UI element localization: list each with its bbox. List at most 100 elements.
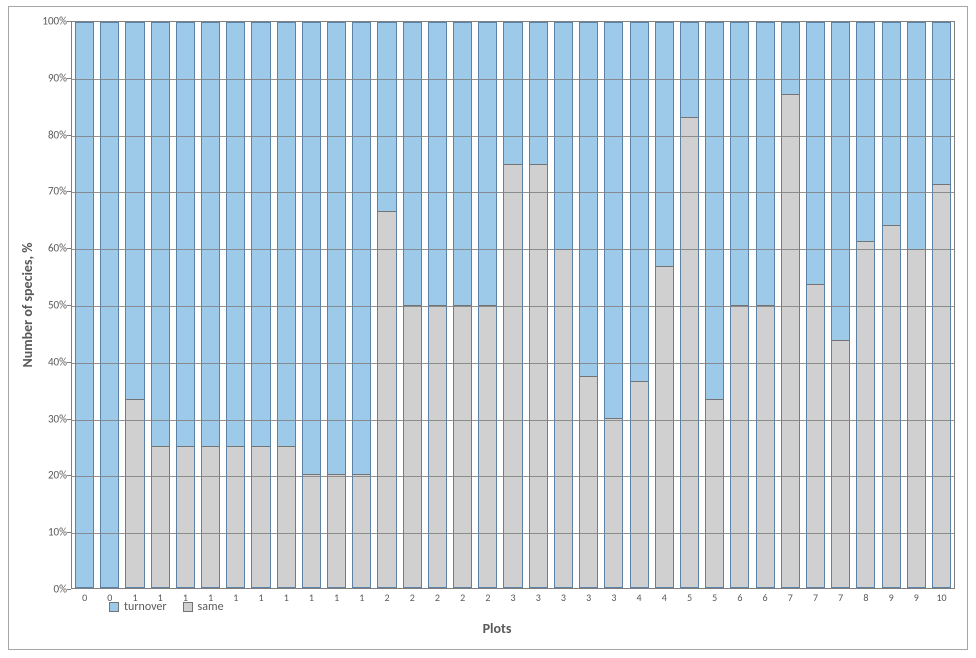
y-tick-label: 90% xyxy=(33,71,67,84)
bar-slot: 1 xyxy=(248,22,273,588)
bar-segment-same xyxy=(152,446,169,587)
bar-slot: 3 xyxy=(500,22,525,588)
bar-segment-same xyxy=(177,446,194,587)
bar-stack xyxy=(756,22,775,588)
bar-slot: 0 xyxy=(97,22,122,588)
bar-stack xyxy=(529,22,548,588)
gridline xyxy=(72,249,954,250)
x-category-label: 8 xyxy=(853,591,878,604)
bar-segment-turnover xyxy=(404,23,421,305)
bar-segment-same xyxy=(555,249,572,587)
y-tick-mark xyxy=(67,589,71,590)
y-tick-label: 100% xyxy=(33,15,67,28)
bar-stack xyxy=(151,22,170,588)
bar-slot: 3 xyxy=(551,22,576,588)
x-category-label: 6 xyxy=(752,591,777,604)
y-tick-label: 50% xyxy=(33,299,67,312)
x-category-label: 2 xyxy=(374,591,399,604)
bar-slot: 1 xyxy=(324,22,349,588)
x-category-label: 1 xyxy=(349,591,374,604)
x-category-label: 1 xyxy=(223,591,248,604)
bar-segment-turnover xyxy=(605,23,622,418)
gridline xyxy=(72,136,954,137)
bar-segment-turnover xyxy=(681,23,698,117)
legend-item-turnover: turnover xyxy=(109,600,167,614)
x-category-label: 5 xyxy=(702,591,727,604)
y-tick-label: 20% xyxy=(33,469,67,482)
x-category-label: 3 xyxy=(601,591,626,604)
bar-stack xyxy=(302,22,321,588)
bar-segment-turnover xyxy=(101,23,118,587)
bar-slot: 1 xyxy=(274,22,299,588)
bar-stack xyxy=(100,22,119,588)
bar-stack xyxy=(604,22,623,588)
gridline xyxy=(72,363,954,364)
bar-segment-same xyxy=(807,284,824,587)
bar-slot: 1 xyxy=(223,22,248,588)
bar-segment-same xyxy=(656,266,673,587)
bar-segment-same xyxy=(429,305,446,587)
bar-segment-same xyxy=(328,474,345,587)
y-tick-label: 80% xyxy=(33,128,67,141)
bar-segment-turnover xyxy=(76,23,93,587)
bar-segment-same xyxy=(757,305,774,587)
bar-stack xyxy=(75,22,94,588)
bar-segment-same xyxy=(126,399,143,587)
x-category-label: 3 xyxy=(576,591,601,604)
y-tick-mark xyxy=(67,191,71,192)
x-category-label: 10 xyxy=(929,591,954,604)
bar-segment-same xyxy=(479,305,496,587)
bar-slot: 5 xyxy=(702,22,727,588)
plot-area: 001111111111222223333344556677789910 xyxy=(71,21,955,589)
bar-segment-turnover xyxy=(832,23,849,340)
bar-slot: 5 xyxy=(677,22,702,588)
bar-segment-turnover xyxy=(580,23,597,376)
y-tick-mark xyxy=(67,21,71,22)
bar-segment-same xyxy=(227,446,244,587)
bar-stack xyxy=(630,22,649,588)
gridline xyxy=(72,192,954,193)
y-tick-mark xyxy=(67,419,71,420)
bar-segment-turnover xyxy=(883,23,900,225)
bar-slot: 1 xyxy=(148,22,173,588)
legend-item-same: same xyxy=(183,600,224,614)
legend: turnover same xyxy=(109,600,224,614)
y-tick-mark xyxy=(67,135,71,136)
y-tick-mark xyxy=(67,305,71,306)
x-category-label: 3 xyxy=(551,591,576,604)
bar-stack xyxy=(655,22,674,588)
bar-slot: 10 xyxy=(929,22,954,588)
bar-slot: 7 xyxy=(803,22,828,588)
x-category-label: 2 xyxy=(475,591,500,604)
gridline xyxy=(72,420,954,421)
bar-segment-turnover xyxy=(454,23,471,305)
bar-segment-same xyxy=(303,474,320,587)
x-category-label: 3 xyxy=(526,591,551,604)
bar-stack xyxy=(781,22,800,588)
bar-segment-turnover xyxy=(757,23,774,305)
y-tick-label: 40% xyxy=(33,355,67,368)
y-tick-mark xyxy=(67,248,71,249)
bar-slot: 0 xyxy=(72,22,97,588)
bar-stack xyxy=(907,22,926,588)
x-category-label: 6 xyxy=(727,591,752,604)
x-category-label: 4 xyxy=(626,591,651,604)
bar-stack xyxy=(251,22,270,588)
bar-segment-same xyxy=(202,446,219,587)
bar-segment-same xyxy=(504,164,521,587)
x-category-label: 1 xyxy=(274,591,299,604)
bar-stack xyxy=(730,22,749,588)
bar-segment-turnover xyxy=(252,23,269,446)
gridline xyxy=(72,476,954,477)
x-category-label: 9 xyxy=(879,591,904,604)
bar-slot: 4 xyxy=(652,22,677,588)
y-tick-mark xyxy=(67,532,71,533)
bar-stack xyxy=(377,22,396,588)
bar-segment-turnover xyxy=(504,23,521,164)
bar-slot: 2 xyxy=(400,22,425,588)
bar-stack xyxy=(453,22,472,588)
bar-slot: 2 xyxy=(475,22,500,588)
y-tick-label: 70% xyxy=(33,185,67,198)
bar-slot: 6 xyxy=(727,22,752,588)
bar-stack xyxy=(932,22,951,588)
